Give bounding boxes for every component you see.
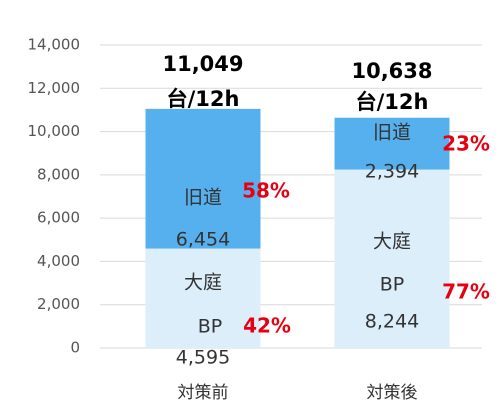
y-tick-label: 8,000 [37,165,80,183]
segment-name: 大庭 [373,231,411,253]
bar-segment [334,169,450,348]
y-tick-label: 12,000 [28,79,81,97]
share-label: 58% [242,179,290,203]
bar-segment [334,117,450,170]
y-tick-label: 6,000 [37,209,80,227]
segment-name: 旧道 [184,187,222,209]
value-label: 2,394 [365,161,419,183]
share-label: 23% [442,132,490,156]
y-tick-label: 14,000 [28,36,81,54]
y-tick-label: 10,000 [28,122,81,140]
segment-name: BP [198,316,223,338]
total-label: 10,638 [351,59,432,83]
share-label: 42% [243,314,291,338]
total-label: 11,049 [162,52,243,76]
y-tick-label: 2,000 [37,295,80,313]
bar-segment [145,108,261,249]
value-label: 4,595 [176,347,230,369]
y-tick-label: 0 [70,339,80,357]
value-label: 8,244 [365,311,419,333]
segment-name: 旧道 [373,122,411,144]
x-tick-label: 対策前 [178,383,229,403]
value-label: 6,454 [176,229,230,251]
y-tick-label: 4,000 [37,252,80,270]
bar-segment [145,248,261,348]
segment-name: BP [380,274,405,296]
x-tick-label: 対策後 [367,383,418,403]
total-unit: 台/12h [356,90,429,114]
share-label: 77% [442,280,490,304]
total-unit: 台/12h [167,87,240,111]
segment-name: 大庭 [184,272,222,294]
